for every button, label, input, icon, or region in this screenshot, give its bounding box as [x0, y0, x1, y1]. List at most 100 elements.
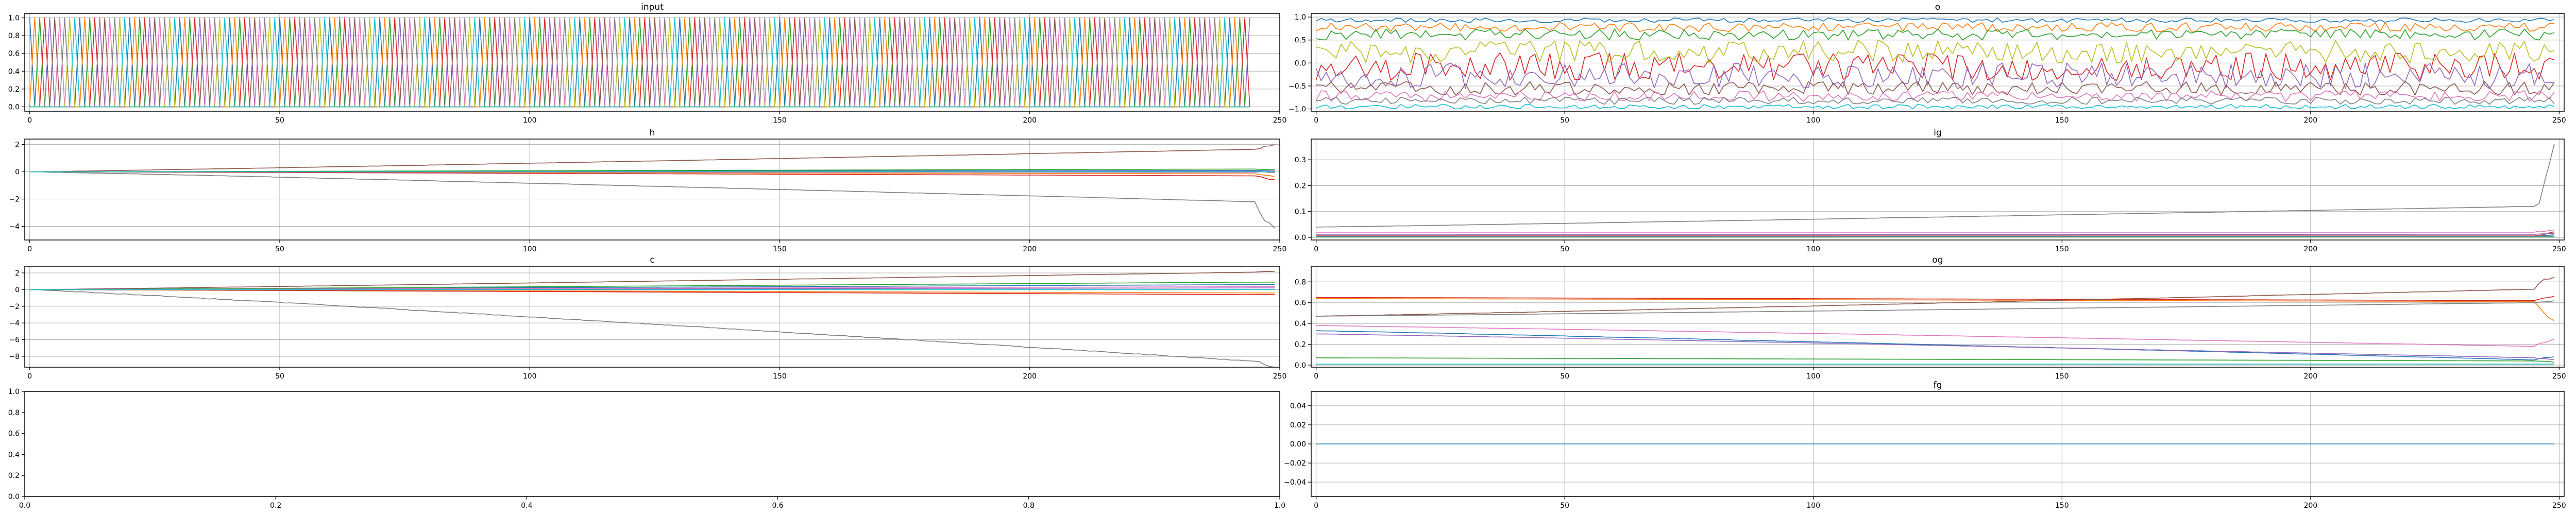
- series-line: [1316, 40, 2554, 63]
- x-tick-label: 50: [1560, 245, 1569, 253]
- y-tick-label: 0.8: [8, 409, 20, 417]
- x-tick-label: 0: [27, 116, 32, 125]
- x-tick-label: 100: [1806, 372, 1820, 381]
- subplot-fg: 0 50 100 150 200 250 −0.04 −0.02 0.00 0.02 0.04 fg: [1284, 380, 2566, 510]
- x-tick-label: 0: [1314, 245, 1318, 253]
- series-line: [1316, 300, 2554, 317]
- series-line: [29, 282, 1275, 290]
- series-line: [1315, 52, 2554, 81]
- axes-frame: [1311, 139, 2565, 241]
- series-line: [29, 289, 1275, 368]
- y-tick-label: 0.2: [1295, 341, 1306, 349]
- y-tick-label: 0.04: [1290, 402, 1306, 410]
- chart-title: ig: [1934, 128, 1942, 138]
- x-tick-label: 0: [1314, 502, 1318, 510]
- y-tick-label: 0.4: [1295, 320, 1306, 328]
- axes-frame: [24, 139, 1280, 241]
- axes-frame: [24, 266, 1280, 368]
- chart-title: input: [641, 2, 664, 12]
- y-tick-label: 0.6: [8, 430, 20, 438]
- axes-frame: [1311, 266, 2565, 368]
- series-line: [1316, 96, 2555, 105]
- x-tick-label: 50: [275, 116, 284, 125]
- y-tick-label: −0.5: [1289, 82, 1306, 91]
- plot-area: [1311, 13, 2564, 111]
- y-tick-label: 2: [15, 141, 20, 149]
- x-tick-label: 50: [1560, 502, 1569, 510]
- x-tick-label: 50: [1560, 372, 1569, 381]
- subplot-c: 0 50 100 150 200 250 −8 −6 −4 −2 0 2 c: [9, 255, 1286, 381]
- x-tick-label: 0: [27, 372, 32, 381]
- x-tick-label: 50: [275, 245, 284, 253]
- series-line: [1316, 229, 2554, 233]
- x-tick-label: 150: [773, 372, 787, 381]
- y-tick-label: 0.2: [1295, 182, 1306, 190]
- series-line: [1316, 28, 2554, 41]
- x-tick-label: 100: [523, 372, 537, 381]
- x-tick-label: 100: [1806, 245, 1820, 253]
- y-tick-label: 0.4: [8, 451, 20, 459]
- y-tick-label: 0.0: [8, 103, 20, 111]
- y-tick-label: 0: [15, 168, 20, 177]
- chart-title: h: [650, 128, 655, 138]
- y-tick-label: 0.0: [1295, 362, 1306, 370]
- y-tick-label: −6: [9, 336, 20, 345]
- plot-area: [25, 391, 1280, 496]
- y-tick-label: −4: [9, 319, 20, 328]
- y-tick-label: 0.6: [1295, 299, 1306, 307]
- x-tick-label: 0: [1314, 116, 1318, 125]
- series-line: [1316, 104, 2554, 110]
- axes-frame: [24, 391, 1280, 497]
- y-tick-label: 0.5: [1295, 37, 1306, 45]
- subplot-og: 0 50 100 150 200 250 0.0 0.2 0.4 0.6 0.8 og: [1295, 255, 2566, 381]
- series-line: [29, 144, 1275, 173]
- y-tick-label: 0.0: [8, 493, 20, 501]
- subplot-input: 0 50 100 150 200 250 0.0 0.2 0.4 0.6 0.8 1.0 input: [8, 2, 1287, 125]
- x-tick-label: 150: [773, 245, 787, 253]
- series-line: [1316, 22, 2554, 32]
- x-tick-label: 0.4: [521, 502, 532, 510]
- y-tick-label: 2: [15, 269, 20, 278]
- x-tick-label: 150: [2055, 245, 2069, 253]
- y-tick-label: 0.2: [8, 472, 20, 480]
- y-tick-label: 0.8: [8, 32, 20, 40]
- chart-title: c: [650, 255, 654, 265]
- series-line: [29, 286, 1275, 290]
- y-tick-label: 0.0: [1295, 234, 1306, 242]
- x-tick-label: 200: [2303, 245, 2317, 253]
- y-tick-label: −2: [9, 196, 20, 204]
- x-tick-label: 250: [2552, 502, 2566, 510]
- y-tick-label: −8: [9, 353, 20, 361]
- x-tick-label: 200: [1023, 372, 1037, 381]
- x-tick-label: 250: [2552, 372, 2566, 381]
- y-tick-label: 0: [15, 286, 20, 294]
- x-tick-label: 250: [1273, 245, 1287, 253]
- x-tick-label: 200: [2303, 116, 2317, 125]
- x-tick-label: 1.0: [1274, 502, 1285, 510]
- plot-area: [25, 139, 1280, 240]
- subplot-ig: 0 50 100 150 200 250 0.0 0.1 0.2 0.3 ig: [1295, 128, 2566, 253]
- series-line: [1316, 357, 2554, 363]
- x-tick-label: 0.8: [1023, 502, 1035, 510]
- y-tick-label: 0.4: [8, 67, 20, 76]
- chart-title: og: [1932, 255, 1943, 265]
- series-line: [1315, 90, 2555, 102]
- x-tick-label: 250: [2552, 245, 2566, 253]
- y-tick-label: 0.6: [8, 50, 20, 58]
- series-line: [29, 17, 1250, 108]
- series-line: [1316, 333, 2554, 360]
- subplot-h: 0 50 100 150 200 250 −4 −2 0 2 h: [9, 128, 1286, 253]
- series-line: [1316, 277, 2554, 317]
- y-tick-label: 0.02: [1290, 421, 1306, 430]
- x-tick-label: 0: [27, 245, 32, 253]
- y-tick-label: −4: [9, 223, 20, 231]
- y-tick-label: 1.0: [1295, 13, 1306, 22]
- x-tick-label: 200: [2303, 502, 2317, 510]
- x-tick-label: 100: [1806, 116, 1820, 125]
- series-line: [1316, 325, 2554, 347]
- x-tick-label: 250: [1273, 372, 1287, 381]
- y-tick-label: −0.02: [1284, 459, 1306, 468]
- series-line: [1315, 62, 2554, 89]
- x-tick-label: 150: [2055, 116, 2069, 125]
- x-tick-label: 100: [1806, 502, 1820, 510]
